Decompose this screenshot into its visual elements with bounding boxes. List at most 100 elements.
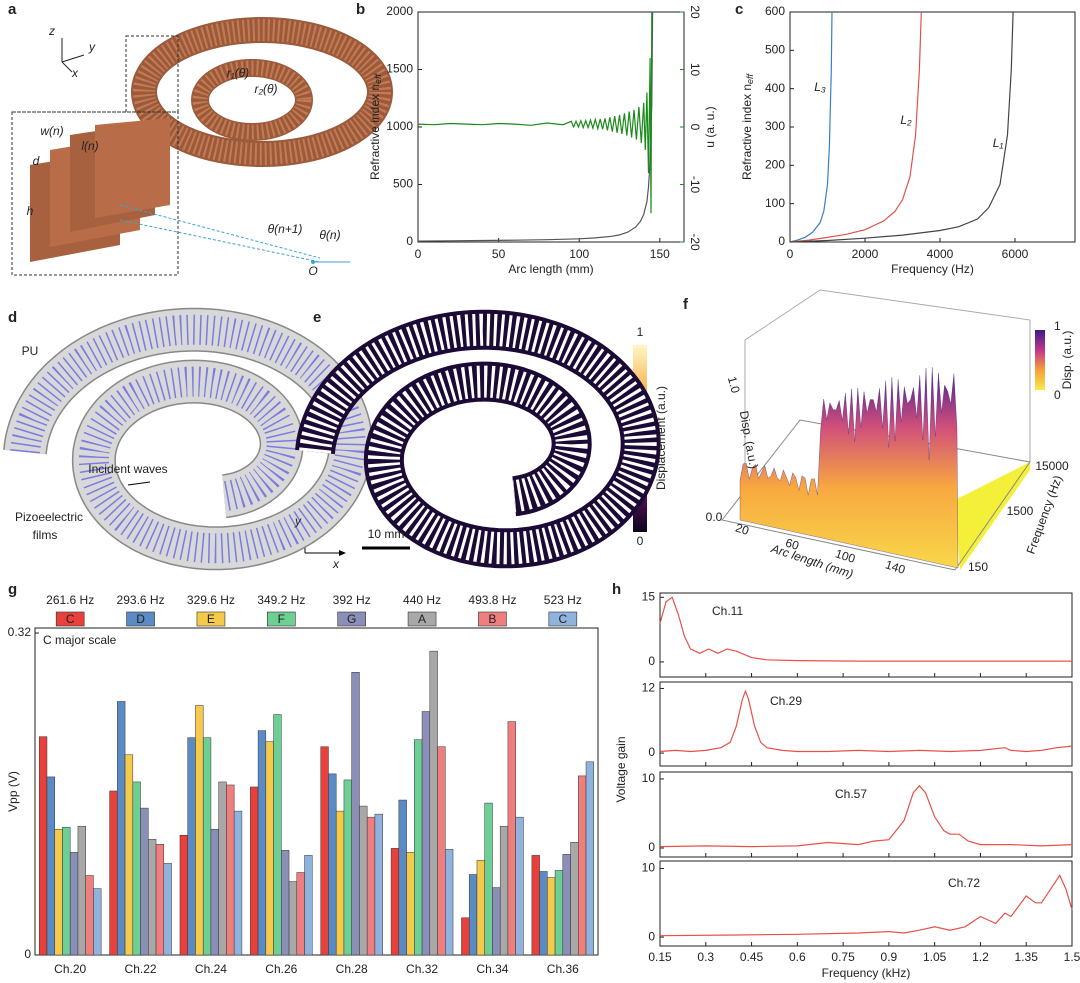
y-tick-label: 0 — [648, 654, 655, 668]
disp-surface — [739, 367, 959, 569]
diagram-label: y — [88, 40, 96, 54]
x-tick-label: 1.35 — [1015, 950, 1039, 964]
diagram-label: r₁(θ) — [227, 66, 249, 80]
spiral-body — [4, 309, 372, 569]
y2-tick-label: -20 — [688, 233, 702, 251]
y-tick-label: 10 — [642, 861, 656, 875]
x-tick-label: Ch.24 — [195, 962, 227, 976]
panel-letter: e — [313, 309, 321, 326]
bar — [109, 790, 118, 956]
legend-swatch — [337, 611, 366, 627]
bar — [398, 799, 407, 956]
legend-label: A — [418, 612, 426, 626]
legend-label: E — [207, 612, 215, 626]
colorbar-tick: 0 — [1054, 388, 1061, 402]
bar — [250, 786, 259, 956]
y2-axis-title: u (a. u.) — [703, 106, 717, 147]
y-tick-label: 600 — [765, 4, 785, 18]
x-tick-label: 0.3 — [697, 950, 714, 964]
x-tick-label: 1.2 — [972, 950, 989, 964]
bar — [366, 816, 376, 956]
bar — [499, 825, 509, 956]
x-tick-label: 0.9 — [881, 950, 898, 964]
bar — [140, 807, 149, 956]
panel-letter: g — [8, 581, 17, 598]
x-tick-label: 1.05 — [923, 950, 947, 964]
x-tick-label: 1.5 — [1064, 950, 1080, 964]
legend-frequency: 392 Hz — [333, 593, 371, 607]
x-tick-label: Ch.22 — [125, 962, 157, 976]
x-tick-label: Ch.20 — [54, 962, 86, 976]
bar — [273, 714, 282, 956]
bar — [210, 828, 219, 956]
bar — [163, 863, 172, 956]
x-tick-label: 0.15 — [648, 950, 672, 964]
legend-frequency: 523 Hz — [544, 593, 582, 607]
diagram-label: z — [48, 24, 55, 38]
bar — [46, 776, 55, 956]
bar — [265, 741, 274, 956]
bar — [414, 739, 423, 956]
bar — [476, 860, 485, 956]
y2-tick-label: 10 — [688, 63, 702, 77]
bar — [77, 825, 86, 956]
legend-swatch — [126, 611, 155, 627]
bar — [54, 828, 63, 956]
y-tick-label: 10 — [642, 771, 656, 785]
x-tick-label: Ch.32 — [406, 962, 438, 976]
y-tick-label: 15 — [642, 589, 656, 603]
diagram-label: θ(n+1) — [268, 222, 303, 236]
y-axis-title-main: Refractive index n — [368, 84, 382, 180]
panel-channel-label: Ch.29 — [770, 694, 802, 708]
legend-swatch — [478, 611, 507, 627]
y-axis-title: Voltage gain — [614, 736, 628, 802]
legend-label: F — [278, 612, 285, 626]
bar — [38, 736, 48, 956]
colorbar-tick: 0 — [637, 534, 644, 548]
x-tick-label: Ch.26 — [265, 962, 297, 976]
bar — [85, 875, 94, 956]
panel-a-drawing — [11, 17, 393, 276]
x-tick-label: 150 — [650, 247, 670, 261]
diagram-label: O — [308, 264, 317, 278]
bar — [468, 874, 478, 956]
spiral-disp — [295, 309, 661, 569]
diagram-label: films — [33, 528, 58, 542]
bar — [124, 754, 134, 956]
y-tick-label: 400 — [765, 81, 785, 95]
diagram-label: Pizoeelectric — [15, 510, 83, 524]
x-axis-title: Frequency (Hz) — [891, 262, 974, 276]
y-axis-title: Refractive index neff — [368, 72, 383, 180]
y-tick-label: 12 — [642, 681, 656, 695]
bar — [547, 877, 556, 956]
axis-tick: 60 — [784, 535, 801, 553]
bar — [359, 805, 368, 956]
diagram-label: x — [71, 66, 79, 80]
legend-swatch — [267, 611, 296, 627]
scale-bar-label: 10 mm — [368, 527, 405, 541]
diagram-label: PU — [22, 344, 39, 358]
x-axis-title: Arc length (mm) — [508, 262, 593, 276]
bar — [155, 844, 165, 956]
y-tick-label: 1000 — [386, 119, 413, 133]
y-tick-label: 1500 — [386, 62, 413, 76]
axis-title: Disp. (a.u.) — [737, 410, 761, 470]
x-tick-label: 0 — [787, 247, 794, 261]
bar — [562, 854, 571, 956]
diagram-label: θ(n) — [319, 228, 340, 242]
chart-title: C major scale — [43, 633, 117, 647]
legend-frequency: 349.2 Hz — [257, 593, 305, 607]
data-line — [789, 11, 922, 243]
bar — [288, 881, 298, 956]
axis-tick: 100 — [834, 546, 858, 566]
x-tick-label: 0 — [415, 247, 422, 261]
diagram-label: l(n) — [81, 139, 98, 153]
legend-swatch — [55, 611, 85, 627]
y-tick-label: 500 — [393, 177, 413, 191]
y-tick-label: 0 — [778, 234, 785, 248]
diagram-label: Incident waves — [88, 462, 167, 476]
bar — [578, 775, 587, 956]
panel-channel-label: Ch.57 — [835, 787, 867, 801]
